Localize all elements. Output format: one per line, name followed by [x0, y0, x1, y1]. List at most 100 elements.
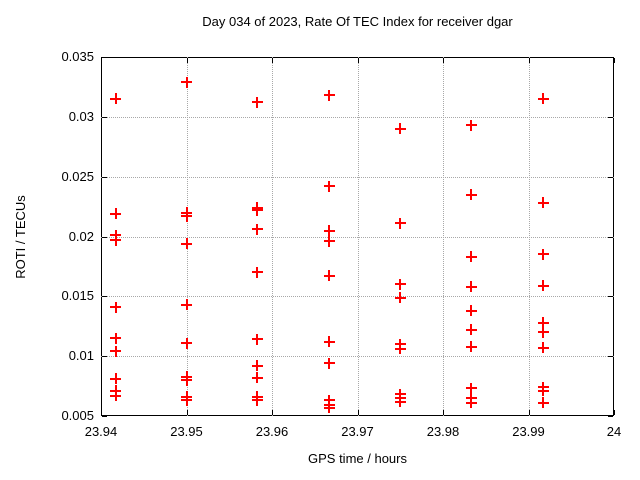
y-tick-mark — [102, 116, 107, 118]
data-point-marker — [465, 397, 477, 409]
data-point-marker — [323, 180, 335, 192]
y-tick-mark — [102, 176, 107, 178]
y-tick-label: 0.025 — [61, 168, 94, 184]
y-tick-mark — [102, 416, 107, 417]
y-tick-mark — [102, 57, 107, 58]
y-tick-label: 0.02 — [68, 228, 94, 244]
data-point-marker — [465, 341, 477, 353]
data-point-marker — [323, 225, 335, 237]
x-tick-mark — [272, 58, 273, 63]
data-point-marker — [323, 270, 335, 282]
v-gridline — [357, 57, 359, 416]
x-axis-label: GPS time / hours — [308, 451, 407, 466]
data-point-marker — [110, 345, 122, 357]
data-point-marker — [251, 204, 263, 216]
data-point-marker — [537, 342, 549, 354]
x-tick-label: 23.95 — [170, 424, 203, 439]
data-point-marker — [465, 119, 477, 131]
x-tick-mark — [614, 410, 615, 415]
x-tick-label: 23.98 — [426, 424, 460, 439]
data-point-marker — [465, 189, 477, 201]
y-tick-label: 0.03 — [68, 108, 94, 124]
data-point-marker — [181, 76, 192, 88]
x-tick-mark — [101, 410, 102, 415]
x-tick-mark — [272, 410, 273, 415]
chart-title: Day 034 of 2023, Rate Of TEC Index for r… — [202, 14, 513, 29]
y-tick-label: 0.015 — [61, 288, 94, 304]
data-point-marker — [181, 238, 192, 250]
x-tick-label: 24 — [606, 424, 622, 439]
v-gridline — [272, 57, 273, 416]
data-point-marker — [110, 390, 122, 402]
x-tick-mark — [443, 410, 444, 415]
y-tick-mark — [102, 236, 107, 238]
x-tick-mark — [101, 58, 102, 63]
y-tick-mark — [608, 416, 613, 417]
data-point-marker — [251, 394, 263, 406]
v-gridline — [528, 57, 530, 416]
data-point-marker — [394, 123, 406, 135]
data-point-marker — [323, 402, 335, 414]
data-point-marker — [465, 305, 477, 317]
data-point-marker — [394, 278, 406, 290]
data-point-marker — [537, 248, 549, 260]
y-tick-mark — [608, 356, 613, 358]
x-tick-mark — [186, 58, 188, 63]
data-point-marker — [251, 223, 263, 235]
data-point-marker — [251, 96, 263, 108]
x-tick-label: 23.96 — [255, 424, 289, 439]
v-gridline — [186, 57, 188, 416]
y-tick-mark — [608, 176, 613, 178]
data-point-marker — [323, 336, 335, 348]
data-point-marker — [323, 89, 335, 101]
data-point-marker — [537, 397, 549, 409]
data-point-marker — [181, 337, 192, 349]
x-tick-mark — [357, 58, 359, 63]
x-tick-mark — [443, 58, 444, 63]
y-tick-mark — [608, 116, 613, 118]
data-point-marker — [251, 372, 263, 384]
data-point-marker — [251, 266, 263, 278]
data-point-marker — [537, 197, 549, 209]
y-tick-mark — [608, 236, 613, 238]
data-point-marker — [394, 343, 406, 355]
data-point-marker — [394, 396, 406, 408]
data-point-marker — [465, 324, 477, 336]
x-tick-label: 23.94 — [84, 424, 118, 439]
y-tick-label: 0.005 — [61, 408, 94, 423]
data-point-marker — [394, 292, 406, 304]
y-tick-label: 0.035 — [61, 49, 94, 64]
y-tick-mark — [608, 296, 613, 298]
data-point-marker — [323, 357, 335, 369]
data-point-marker — [537, 317, 549, 329]
data-point-marker — [110, 208, 122, 220]
data-point-marker — [110, 234, 122, 246]
x-tick-mark — [528, 410, 530, 415]
y-tick-label: 0.01 — [68, 348, 94, 364]
y-tick-mark — [102, 296, 107, 298]
data-point-marker — [251, 360, 263, 372]
data-point-marker — [465, 281, 477, 293]
data-point-marker — [465, 251, 477, 263]
y-tick-mark — [102, 356, 107, 358]
x-tick-label: 23.99 — [512, 424, 545, 439]
data-point-marker — [323, 235, 335, 247]
data-point-marker — [181, 394, 192, 406]
data-point-marker — [110, 301, 122, 313]
data-point-marker — [537, 280, 549, 292]
data-point-marker — [465, 382, 477, 394]
data-point-marker — [251, 333, 263, 345]
data-point-marker — [110, 93, 122, 105]
data-point-marker — [181, 299, 192, 311]
data-point-marker — [181, 374, 192, 386]
x-tick-mark — [186, 410, 188, 415]
data-point-marker — [537, 385, 549, 397]
data-point-marker — [181, 210, 192, 222]
x-tick-mark — [614, 58, 615, 63]
data-point-marker — [537, 326, 549, 338]
data-point-marker — [537, 93, 549, 105]
y-tick-mark — [608, 57, 613, 58]
x-tick-mark — [357, 410, 359, 415]
v-gridline — [443, 57, 444, 416]
